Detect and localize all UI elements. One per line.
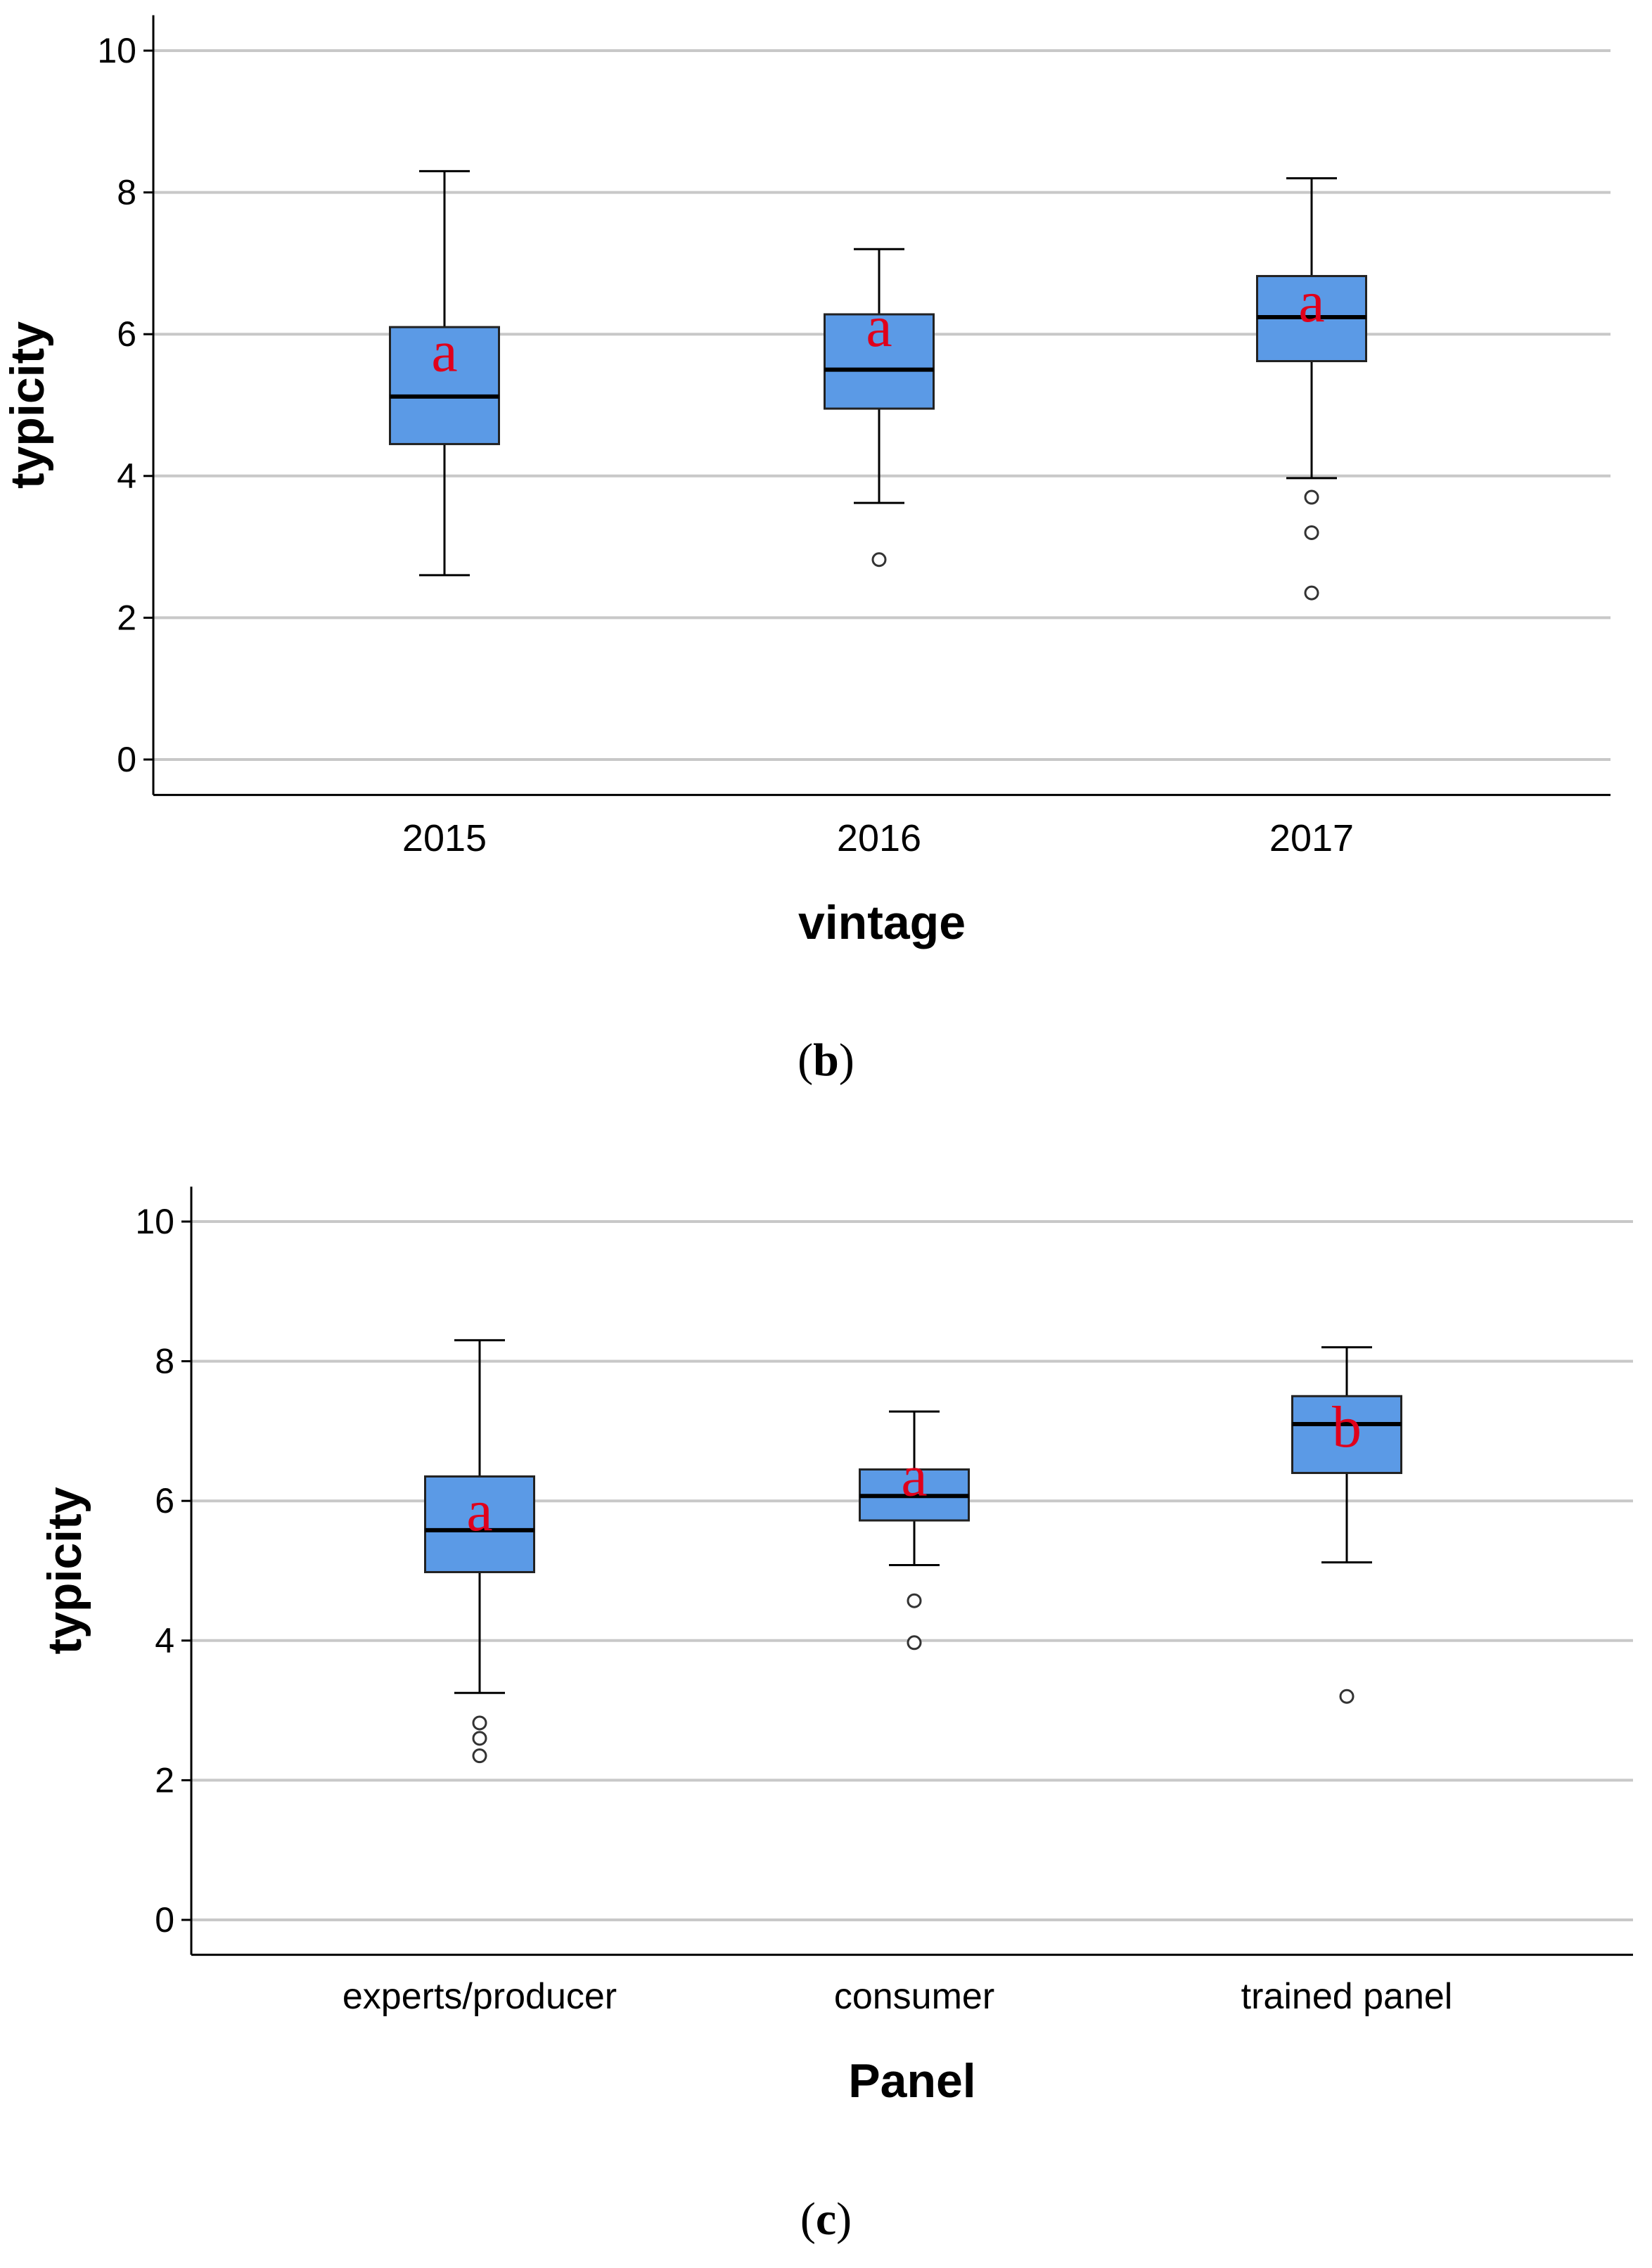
chart-b-ytick-label: 4 (117, 456, 136, 496)
caption-b: (b) (798, 1034, 854, 1086)
chart-b-ytick-label: 2 (117, 598, 136, 637)
chart-c-outlier (472, 1748, 487, 1764)
chart-c-outlier (907, 1635, 922, 1651)
chart-b-xtick-label: 2017 (1269, 817, 1354, 859)
chart-b: 0 2 4 6 8 10 typicity vintage a 2015 a 2016 a 2017 (1, 15, 1611, 949)
chart-c-outlier (1339, 1689, 1355, 1704)
chart-c-xtick-label: trained panel (1241, 1976, 1453, 2017)
chart-b-outlier (1304, 525, 1319, 540)
chart-b-ylabel: typicity (1, 321, 54, 489)
chart-b-outlier (1304, 585, 1319, 601)
chart-b-outlier (871, 552, 887, 568)
chart-c-ytick-label: 6 (155, 1481, 174, 1520)
chart-c-outlier (907, 1593, 922, 1608)
chart-c-ytick-label: 4 (155, 1621, 174, 1660)
caption-b-label: b (813, 1034, 839, 1086)
chart-c-ytick-label: 10 (135, 1202, 174, 1241)
caption-c: (c) (800, 2193, 852, 2245)
chart-b-outlier (1304, 489, 1319, 505)
chart-c-ytick-label: 2 (155, 1760, 174, 1800)
chart-c-outlier (472, 1731, 487, 1746)
chart-c-outlier (472, 1715, 487, 1731)
chart-b-ytick-label: 6 (117, 314, 136, 354)
chart-b-ytick-label: 0 (117, 740, 136, 779)
chart-b-significance-letter: a (431, 319, 457, 384)
chart-b-xtick-label: 2016 (837, 817, 921, 859)
chart-c-box (1291, 1395, 1402, 1474)
chart-b-xlabel: vintage (798, 896, 966, 949)
chart-b-xtick-label: 2015 (402, 817, 487, 859)
chart-c-ytick-label: 0 (155, 1900, 174, 1940)
chart-c-ylabel: typicity (38, 1487, 91, 1654)
chart-c-xtick-label: consumer (834, 1976, 994, 2017)
chart-c-significance-letter: a (901, 1443, 927, 1508)
chart-c-xtick-label: experts/producer (342, 1976, 617, 2017)
chart-c-significance-letter: b (1332, 1395, 1362, 1460)
chart-b-significance-letter: a (1298, 269, 1324, 335)
chart-c-significance-letter: a (466, 1478, 492, 1544)
caption-c-label: c (815, 2193, 837, 2245)
chart-b-ytick-label: 8 (117, 173, 136, 212)
chart-b-box (824, 313, 935, 410)
chart-b-ytick-label: 10 (97, 31, 136, 70)
chart-c-xlabel: Panel (848, 2054, 975, 2108)
chart-b-box (389, 326, 500, 445)
chart-c-ytick-label: 8 (155, 1342, 174, 1381)
chart-b-significance-letter: a (866, 294, 892, 359)
chart-c-box (424, 1475, 535, 1573)
